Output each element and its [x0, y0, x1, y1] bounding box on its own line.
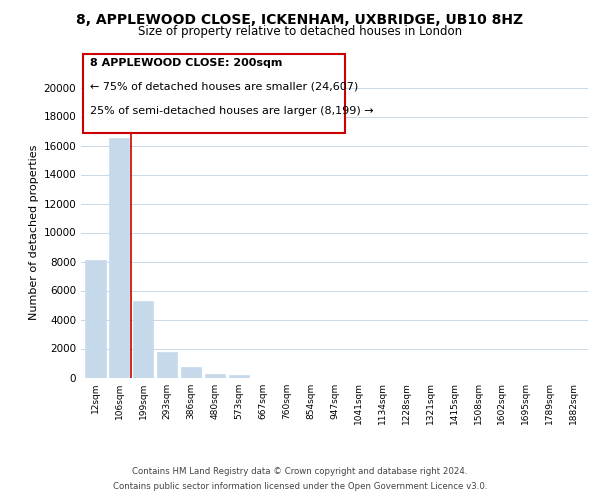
- Bar: [85, 260, 106, 378]
- Text: 8, APPLEWOOD CLOSE, ICKENHAM, UXBRIDGE, UB10 8HZ: 8, APPLEWOOD CLOSE, ICKENHAM, UXBRIDGE, …: [76, 12, 524, 26]
- Y-axis label: Number of detached properties: Number of detached properties: [29, 145, 39, 320]
- Bar: [205, 374, 225, 378]
- Text: 25% of semi-detached houses are larger (8,199) →: 25% of semi-detached houses are larger (…: [90, 106, 374, 116]
- Bar: [181, 366, 201, 378]
- Text: Contains public sector information licensed under the Open Government Licence v3: Contains public sector information licen…: [113, 482, 487, 491]
- Bar: [157, 352, 177, 378]
- Text: ← 75% of detached houses are smaller (24,607): ← 75% of detached houses are smaller (24…: [90, 82, 358, 92]
- Text: Contains HM Land Registry data © Crown copyright and database right 2024.: Contains HM Land Registry data © Crown c…: [132, 467, 468, 476]
- Bar: [229, 374, 249, 378]
- Text: Size of property relative to detached houses in London: Size of property relative to detached ho…: [138, 25, 462, 38]
- Text: 8 APPLEWOOD CLOSE: 200sqm: 8 APPLEWOOD CLOSE: 200sqm: [90, 58, 283, 68]
- Bar: [133, 300, 154, 378]
- Bar: [109, 138, 130, 378]
